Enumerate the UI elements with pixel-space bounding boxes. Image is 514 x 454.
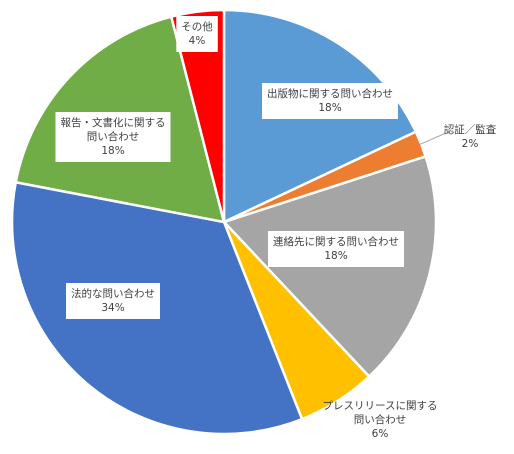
data-labels: 出版物に関する問い合わせ 18% 認証／監査 2% 連絡先に関する問い合わせ 18% プレス… xyxy=(55,16,497,440)
label-box xyxy=(55,112,171,162)
pie-slice xyxy=(170,8,226,224)
label-box xyxy=(262,83,398,119)
slice-percent: 18% xyxy=(318,102,341,114)
leader-lines xyxy=(419,132,447,146)
label-box xyxy=(66,283,160,319)
slice-name: 認証／監査 xyxy=(444,123,497,136)
slice-name: 報告・文書化に関する xyxy=(61,116,166,129)
label-box xyxy=(268,231,404,267)
pie-slices xyxy=(10,8,438,436)
slice-percent: 18% xyxy=(324,250,347,262)
slice-name: その他 xyxy=(181,20,213,33)
slice-label: 出版物に関する問い合わせ 18% xyxy=(262,83,398,119)
slice-percent: 2% xyxy=(462,138,479,150)
slice-name: 連絡先に関する問い合わせ xyxy=(273,235,399,248)
slice-label: 法的な問い合わせ 34% xyxy=(66,283,160,319)
leader-line xyxy=(419,132,447,146)
slice-label: その他 4% xyxy=(176,16,218,52)
slice-name: 問い合わせ xyxy=(87,130,140,143)
slice-percent: 34% xyxy=(101,302,124,314)
slice-percent: 4% xyxy=(189,35,206,47)
slice-name: 問い合わせ xyxy=(354,413,407,426)
slice-percent: 18% xyxy=(101,145,124,157)
slice-percent: 6% xyxy=(372,428,389,440)
label-box xyxy=(176,16,218,52)
slice-name: プレスリリースに関する xyxy=(323,400,438,412)
slice-name: 出版物に関する問い合わせ xyxy=(267,87,393,100)
slice-name: 法的な問い合わせ xyxy=(71,287,155,300)
slice-label: 認証／監査 2% xyxy=(444,123,497,150)
slice-label: 連絡先に関する問い合わせ 18% xyxy=(268,231,404,267)
